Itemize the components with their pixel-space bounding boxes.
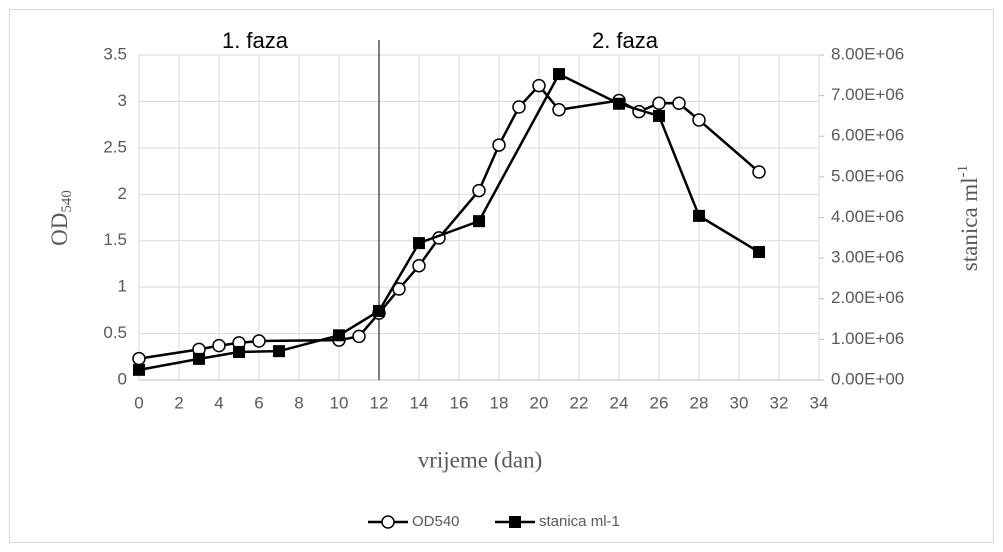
- annotation: 1. faza: [222, 28, 289, 53]
- marker: [553, 68, 565, 81]
- marker: [352, 329, 366, 344]
- y-tick-label: 2: [118, 184, 127, 203]
- legend-marker: [509, 516, 521, 528]
- x-tick-label: 22: [570, 393, 589, 412]
- marker: [252, 334, 266, 348]
- x-tick-label: 8: [294, 393, 303, 412]
- x-tick-label: 28: [690, 393, 709, 412]
- x-tick-label: 16: [450, 393, 469, 412]
- x-tick-label: 30: [730, 393, 749, 412]
- marker: [412, 259, 426, 273]
- x-tick-label: 6: [254, 393, 263, 412]
- marker: [492, 138, 506, 152]
- x-tick-label: 18: [490, 393, 509, 412]
- y2-tick-label: 6.00E+06: [831, 126, 904, 145]
- y2-axis-label-main: stanica ml: [957, 177, 982, 271]
- annotation: 2. faza: [592, 28, 659, 53]
- y-axis-label-main: OD: [47, 213, 72, 246]
- x-tick-label: 20: [530, 393, 549, 412]
- marker: [692, 113, 706, 127]
- y-tick-label: 0: [118, 369, 127, 388]
- x-tick-label: 0: [134, 393, 143, 412]
- y-tick-label: 1: [118, 277, 127, 296]
- y2-tick-label: 8.00E+06: [831, 44, 904, 63]
- marker: [613, 97, 625, 110]
- y-tick-label: 0.5: [103, 323, 127, 342]
- legend-label: stanica ml-1: [539, 513, 620, 530]
- y-axis-label-sub: 540: [59, 190, 75, 213]
- marker: [132, 351, 146, 366]
- y-tick-label: 3.5: [103, 44, 127, 63]
- x-tick-label: 4: [214, 393, 223, 412]
- x-tick-label: 2: [174, 393, 183, 412]
- marker: [693, 209, 705, 222]
- series-line: [138, 83, 760, 360]
- marker: [552, 103, 566, 117]
- marker: [512, 100, 526, 114]
- x-tick-label: 14: [410, 393, 429, 412]
- y2-axis-label-sup: -1: [955, 165, 971, 178]
- y-tick-label: 3: [118, 91, 127, 110]
- marker: [532, 78, 546, 93]
- marker: [753, 246, 765, 259]
- marker: [652, 96, 666, 111]
- y2-tick-label: 0.00E+00: [831, 369, 904, 388]
- y2-tick-label: 3.00E+06: [831, 248, 904, 267]
- y-axis-label: OD540: [47, 190, 75, 246]
- marker: [653, 109, 665, 122]
- y2-tick-label: 4.00E+06: [831, 207, 904, 226]
- y2-axis-label: stanica ml-1: [955, 165, 982, 271]
- x-tick-label: 26: [650, 393, 669, 412]
- x-tick-label: 34: [810, 393, 829, 412]
- marker: [473, 215, 485, 228]
- x-axis-label: vrijeme (dan): [418, 447, 543, 472]
- legend-label: OD540: [412, 513, 460, 530]
- marker: [413, 237, 425, 250]
- marker: [752, 165, 766, 179]
- marker: [333, 329, 345, 342]
- marker: [472, 183, 486, 198]
- marker: [672, 96, 686, 111]
- x-tick-label: 24: [610, 393, 629, 412]
- marker: [233, 345, 245, 358]
- y2-tick-label: 1.00E+06: [831, 329, 904, 348]
- y2-tick-label: 5.00E+06: [831, 166, 904, 185]
- legend-marker: [381, 515, 395, 529]
- y2-tick-label: 7.00E+06: [831, 85, 904, 104]
- x-tick-label: 32: [770, 393, 789, 412]
- marker: [193, 352, 205, 365]
- y-tick-label: 2.5: [103, 137, 127, 156]
- marker: [133, 363, 145, 376]
- x-tick-label: 12: [370, 393, 389, 412]
- y-tick-label: 1.5: [103, 230, 127, 249]
- marker: [373, 304, 385, 317]
- marker: [212, 338, 226, 353]
- marker: [273, 345, 285, 358]
- chart-border: [9, 9, 994, 543]
- x-tick-label: 10: [330, 393, 349, 412]
- y2-tick-label: 2.00E+06: [831, 288, 904, 307]
